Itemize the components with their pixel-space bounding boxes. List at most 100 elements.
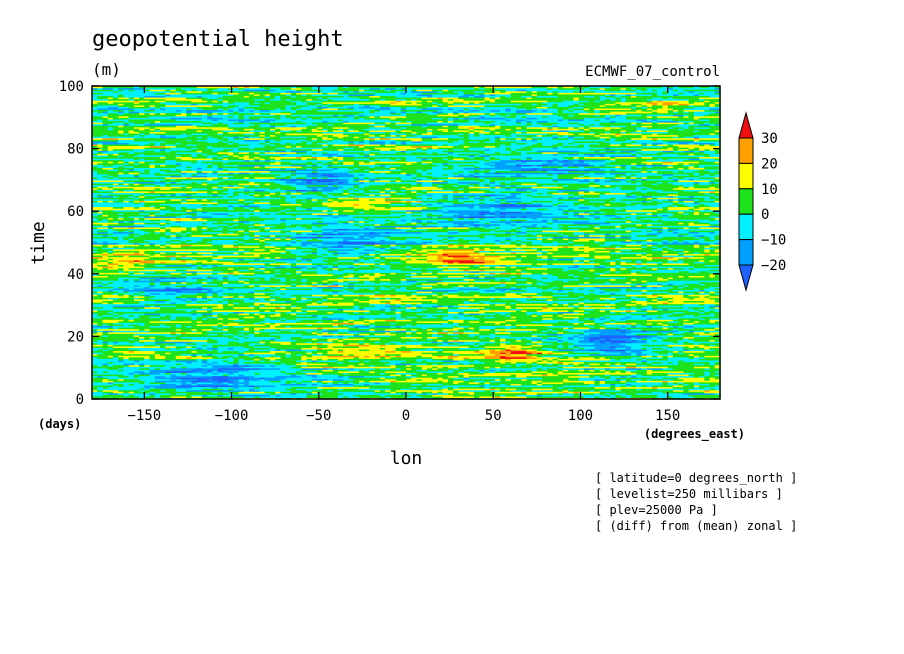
heatmap-cell xyxy=(107,394,114,397)
heatmap-cell xyxy=(526,375,533,378)
heatmap-cell xyxy=(102,370,109,373)
heatmap-cell xyxy=(317,388,323,391)
heatmap-cell xyxy=(280,388,287,391)
heatmap-cell xyxy=(112,394,119,397)
heatmap-cell xyxy=(662,392,669,395)
heatmap-cell xyxy=(175,377,182,380)
heatmap-cell xyxy=(133,361,140,364)
heatmap-cell xyxy=(578,386,585,389)
heatmap-cell xyxy=(547,356,554,359)
heatmap-cell xyxy=(714,366,721,369)
heatmap-cell xyxy=(322,388,329,391)
heatmap-cell xyxy=(542,355,548,358)
heatmap-cell xyxy=(280,364,287,367)
heatmap-cell xyxy=(264,378,271,381)
heatmap-cell xyxy=(704,359,711,363)
heatmap-cell xyxy=(296,394,302,397)
heatmap-cell xyxy=(102,367,109,370)
heatmap-cell xyxy=(243,359,250,363)
heatmap-cell xyxy=(474,378,480,381)
heatmap-cell xyxy=(447,355,454,358)
heatmap-cell xyxy=(500,356,507,359)
heatmap-cell xyxy=(662,388,669,391)
heatmap-cell xyxy=(306,356,313,359)
heatmap-cell xyxy=(275,392,281,395)
heatmap-cell xyxy=(327,389,334,392)
heatmap-cell xyxy=(406,373,412,377)
heatmap-cell xyxy=(505,363,512,366)
heatmap-cell xyxy=(610,384,616,388)
heatmap-cell xyxy=(165,391,172,394)
heatmap-cell xyxy=(364,372,370,375)
heatmap-cell xyxy=(678,391,684,394)
heatmap-cell xyxy=(259,377,266,380)
heatmap-cell xyxy=(128,348,135,352)
heatmap-cell xyxy=(693,389,700,392)
heatmap-cell xyxy=(102,355,109,358)
heatmap-cell xyxy=(160,392,166,395)
heatmap-cell xyxy=(280,350,287,353)
heatmap-cell xyxy=(92,370,98,373)
heatmap-cell xyxy=(604,377,611,380)
heatmap-cell xyxy=(578,366,585,369)
heatmap-cell xyxy=(191,367,198,370)
heatmap-cell xyxy=(432,377,438,380)
heatmap-cell xyxy=(662,356,669,359)
heatmap-cell xyxy=(243,380,250,383)
heatmap-cell xyxy=(165,380,172,383)
heatmap-cell xyxy=(688,392,695,395)
heatmap-cell xyxy=(165,386,172,389)
heatmap-cell xyxy=(233,353,240,356)
heatmap-cell xyxy=(254,392,261,395)
heatmap-cell xyxy=(165,389,172,392)
heatmap-cell xyxy=(474,381,480,384)
heatmap-cell xyxy=(521,383,527,386)
heatmap-cell xyxy=(468,355,475,358)
heatmap-cell xyxy=(416,348,423,352)
heatmap-cell xyxy=(337,383,344,386)
heatmap-cell xyxy=(379,378,386,381)
heatmap-cell xyxy=(651,381,658,384)
heatmap-cell xyxy=(139,377,145,380)
heatmap-cell xyxy=(526,350,533,353)
heatmap-cell xyxy=(426,373,433,377)
heatmap-cell xyxy=(589,375,595,378)
heatmap-cell xyxy=(123,367,130,370)
heatmap-cell xyxy=(379,384,386,388)
heatmap-cell xyxy=(547,353,554,356)
heatmap-cell xyxy=(395,367,402,370)
heatmap-cell xyxy=(500,381,507,384)
heatmap-cell xyxy=(589,373,595,377)
heatmap-cell xyxy=(191,392,198,395)
heatmap-cell xyxy=(290,367,297,370)
heatmap-cell xyxy=(160,359,166,363)
heatmap-cell xyxy=(353,386,360,389)
heatmap-cell xyxy=(610,359,616,363)
heatmap-cell xyxy=(583,389,590,392)
heatmap-cell xyxy=(337,380,344,383)
heatmap-cell xyxy=(191,359,198,363)
heatmap-cell xyxy=(437,369,444,372)
heatmap-cell xyxy=(259,367,266,370)
heatmap-cell xyxy=(301,386,308,389)
heatmap-cell xyxy=(358,350,365,353)
heatmap-cell xyxy=(641,370,648,373)
heatmap-cell xyxy=(615,380,622,383)
heatmap-cell xyxy=(557,389,564,392)
heatmap-cell xyxy=(243,388,250,391)
heatmap-cell xyxy=(301,361,308,364)
heatmap-cell xyxy=(563,389,569,392)
heatmap-cell xyxy=(290,386,297,389)
heatmap-cell xyxy=(573,388,580,391)
heatmap-cell xyxy=(259,378,266,381)
heatmap-cell xyxy=(641,380,648,383)
heatmap-cell xyxy=(327,375,334,378)
heatmap-cell xyxy=(254,348,261,352)
heatmap-cell xyxy=(426,364,433,367)
heatmap-cell xyxy=(678,373,684,377)
heatmap-cell xyxy=(531,372,538,375)
heatmap-cell xyxy=(233,372,240,375)
heatmap-cell xyxy=(348,364,355,367)
heatmap-cell xyxy=(139,359,145,363)
heatmap-cell xyxy=(552,388,559,391)
